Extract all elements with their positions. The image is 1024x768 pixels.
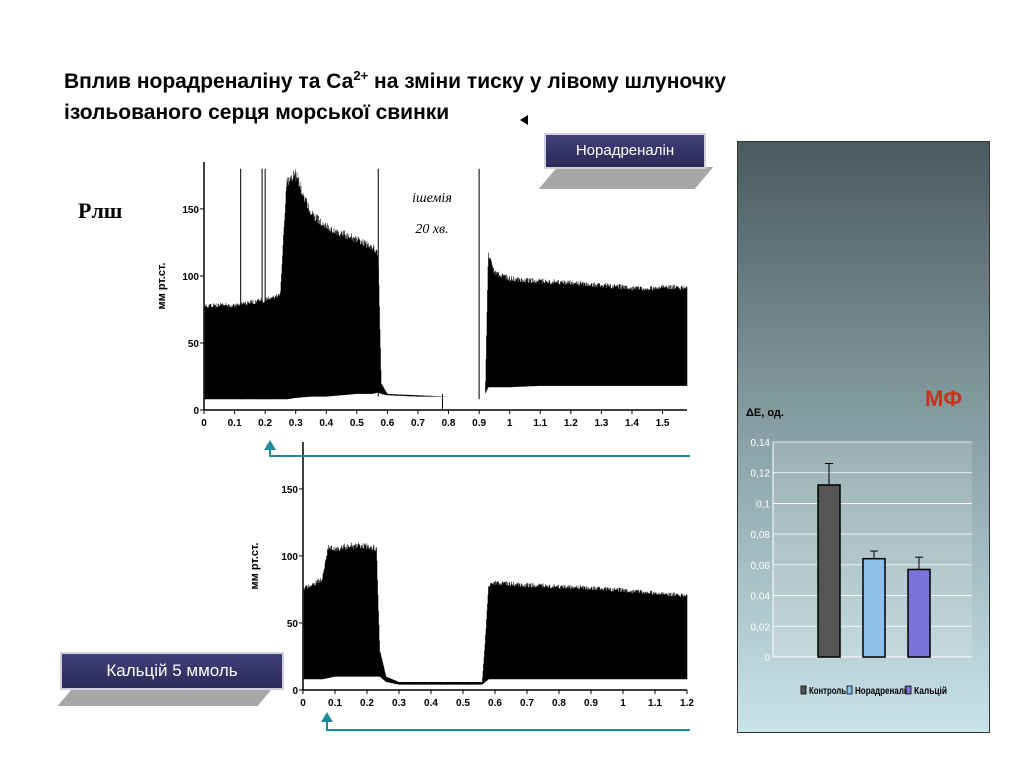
y-tick-label: 50 xyxy=(188,339,200,350)
x-tick-label: 0.6 xyxy=(380,418,394,429)
y-tick-label: 100 xyxy=(281,552,298,563)
x-tick-label: 0.9 xyxy=(584,698,598,709)
pressure-trace xyxy=(303,542,688,685)
x-tick-label: 0.3 xyxy=(392,698,406,709)
mf-bar xyxy=(862,557,886,658)
x-tick-label: 0.6 xyxy=(488,698,502,709)
mf-axis-unit: ΔE, од. xyxy=(746,407,784,419)
mf-bar xyxy=(817,484,841,658)
bottom-arrow xyxy=(321,712,690,731)
x-tick-label: 1.5 xyxy=(656,418,670,429)
pointer-arrow-icon xyxy=(520,115,528,125)
mf-legend-swatch xyxy=(800,685,807,695)
mf-y-tick-label: 0,04 xyxy=(751,592,771,603)
y-tick-label: 0 xyxy=(292,686,298,697)
mf-y-tick-label: 0,1 xyxy=(756,499,770,510)
x-tick-label: 1.1 xyxy=(533,418,547,429)
y-tick-label: 150 xyxy=(182,205,199,216)
mf-title: МФ xyxy=(925,386,963,411)
bottom-pressure-chart: 0 50 100 150 0 0.1 0.2 0.3 0.4 0.5 0.6 0.7 0.8 0.9 1 1.… xyxy=(249,442,694,709)
x-tick-label: 0.9 xyxy=(472,418,486,429)
x-tick-label: 1.2 xyxy=(564,418,578,429)
y-axis-label: мм рт.ст. xyxy=(156,263,168,310)
y-tick-label: 150 xyxy=(281,485,298,496)
x-tick-label: 0.3 xyxy=(289,418,303,429)
ischemia-duration: 20 хв. xyxy=(415,222,448,237)
mf-legend-label: Кальцій xyxy=(914,686,947,697)
mf-y-tick-label: 0,02 xyxy=(751,622,771,633)
x-tick-label: 0.8 xyxy=(552,698,566,709)
x-tick-label: 0 xyxy=(201,418,207,429)
mf-y-tick-label: 0,12 xyxy=(751,469,771,480)
mf-y-tick-label: 0,08 xyxy=(751,530,771,541)
x-tick-label: 0.8 xyxy=(442,418,456,429)
y-tick-label: 0 xyxy=(193,406,199,417)
x-tick-label: 1 xyxy=(620,698,626,709)
x-tick-label: 0.2 xyxy=(360,698,374,709)
title-line1b: на зміни тиску у лівому шлуночку xyxy=(368,70,727,93)
title-line2: ізольованого серця морської свинки xyxy=(64,101,450,124)
x-tick-label: 0.4 xyxy=(319,418,333,429)
x-tick-label: 0.4 xyxy=(424,698,438,709)
x-tick-label: 0.1 xyxy=(228,418,242,429)
mf-legend-label: Контроль xyxy=(809,686,846,697)
plsh-label: Рлш xyxy=(78,198,123,223)
x-tick-label: 0 xyxy=(300,698,306,709)
x-tick-label: 1.2 xyxy=(680,698,694,709)
slide-title: Вплив норадреналіну та Са2+ на зміни тис… xyxy=(64,60,924,128)
x-tick-label: 0.5 xyxy=(350,418,364,429)
title-line1a: Вплив норадреналіну та Са xyxy=(64,70,354,93)
x-tick-label: 1 xyxy=(507,418,513,429)
x-tick-label: 1.3 xyxy=(594,418,608,429)
title-sup: 2+ xyxy=(353,68,369,83)
x-tick-label: 0.7 xyxy=(520,698,534,709)
mf-bar xyxy=(907,568,931,658)
y-tick-label: 50 xyxy=(287,619,299,630)
top-pressure-chart: 0 50 100 150 0 0.1 0.2 0.3 0.4 0.5 0.6 0.7 0.8 0.9 1 1.… xyxy=(156,162,688,429)
calcium-label-text: Кальцій 5 ммоль xyxy=(60,652,284,690)
mf-y-tick-label: 0,14 xyxy=(751,438,771,449)
mf-legend-swatch xyxy=(846,685,853,695)
ischemia-label: ішемія xyxy=(412,191,452,206)
y-axis-label: мм рт.ст. xyxy=(249,543,261,590)
noradrenaline-label-text: Норадреналін xyxy=(544,133,706,169)
x-tick-label: 0.1 xyxy=(328,698,342,709)
x-tick-label: 0.5 xyxy=(456,698,470,709)
mf-legend-swatch xyxy=(905,685,912,695)
x-tick-label: 0.2 xyxy=(258,418,272,429)
mf-y-tick-label: 0 xyxy=(764,653,770,664)
top-arrow xyxy=(264,440,690,457)
y-tick-label: 100 xyxy=(182,272,199,283)
mf-y-tick-label: 0,06 xyxy=(751,561,771,572)
x-tick-label: 0.7 xyxy=(411,418,425,429)
mf-legend-label: Норадреналін xyxy=(855,686,911,697)
x-tick-label: 1.4 xyxy=(625,418,639,429)
x-tick-label: 1.1 xyxy=(648,698,662,709)
